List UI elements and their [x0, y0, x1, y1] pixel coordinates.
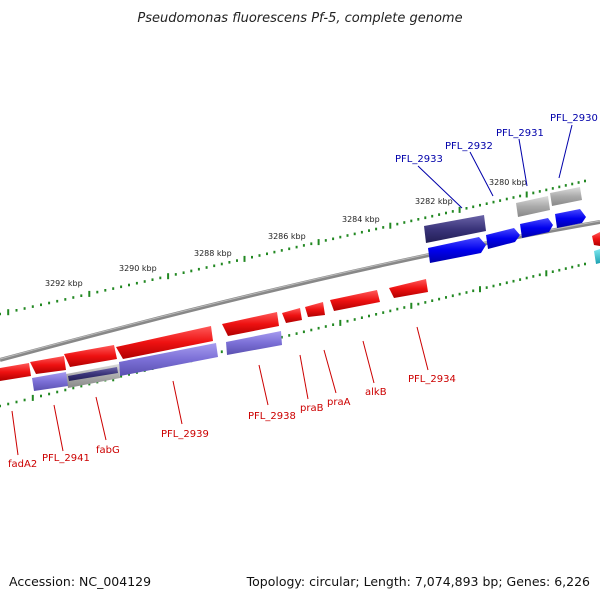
label-leader-pfl2934 — [416, 326, 429, 371]
reverse-strand-features — [0, 232, 600, 391]
accession-text: Accession: NC_004129 — [9, 574, 151, 589]
feature-pfl2931-pseudo[interactable] — [516, 196, 550, 217]
gene-labels-forward: PFL_2930 PFL_2931 PFL_2932 PFL_2933 — [395, 113, 598, 209]
gene-label-pfl2930[interactable]: PFL_2930 — [550, 113, 598, 124]
feature-fabg-core[interactable] — [68, 367, 118, 381]
label-leader-fada2 — [11, 410, 19, 456]
gene-label-pfl2932[interactable]: PFL_2932 — [445, 141, 493, 152]
label-leader-pfl2938 — [258, 364, 269, 406]
cds-pfl2941[interactable] — [30, 356, 66, 374]
cds-praa[interactable] — [305, 302, 325, 317]
gene-label-fabg[interactable]: fabG — [96, 445, 120, 456]
gene-label-pfl2934[interactable]: PFL_2934 — [408, 374, 456, 385]
gene-label-praa[interactable]: praA — [327, 397, 351, 408]
gene-label-fada2[interactable]: fadA2 — [8, 459, 37, 470]
label-leader-praa — [323, 349, 337, 394]
scale-label-3286: 3286 kbp — [268, 232, 306, 241]
cds-prab[interactable] — [282, 308, 302, 323]
cds-edge-red[interactable] — [592, 232, 600, 246]
cds-pfl2939[interactable] — [116, 326, 213, 359]
label-leader-pfl2931 — [518, 138, 528, 187]
label-leader-fabg — [95, 396, 107, 441]
cds-fabg[interactable] — [64, 345, 117, 367]
map-title: Pseudomonas fluorescens Pf-5, complete g… — [137, 11, 462, 26]
cds-pfl2933[interactable] — [428, 237, 486, 263]
scale-labels: 3280 kbp 3282 kbp 3284 kbp 3286 kbp 3288… — [45, 178, 527, 288]
cds-pfl2938[interactable] — [222, 312, 279, 336]
topology-text: Topology: circular; Length: 7,074,893 bp… — [246, 574, 590, 589]
gene-label-pfl2931[interactable]: PFL_2931 — [496, 128, 544, 139]
gene-label-pfl2941[interactable]: PFL_2941 — [42, 453, 90, 464]
scale-label-3284: 3284 kbp — [342, 215, 380, 224]
feature-pfl2941-match[interactable] — [32, 372, 68, 391]
cds-cyan-edge[interactable] — [594, 249, 600, 264]
forward-strand-features — [424, 187, 600, 264]
label-leader-pfl2939 — [172, 380, 183, 425]
cds-pfl2932[interactable] — [486, 228, 520, 249]
scale-label-3282: 3282 kbp — [415, 197, 453, 206]
feature-pfl2930-pseudo[interactable] — [550, 187, 582, 206]
scale-label-3290: 3290 kbp — [119, 264, 157, 273]
scale-label-3288: 3288 kbp — [194, 249, 232, 258]
label-leader-pfl2932 — [469, 151, 494, 197]
feature-pfl2938-match[interactable] — [226, 331, 282, 355]
gene-label-pfl2938[interactable]: PFL_2938 — [248, 411, 296, 422]
cds-pfl2934[interactable] — [389, 279, 428, 298]
label-leader-pfl2941 — [53, 404, 64, 452]
label-leader-pfl2933 — [417, 165, 463, 209]
feature-pfl2939-match[interactable] — [119, 343, 218, 376]
label-leader-pfl2930 — [558, 124, 573, 179]
gene-label-prab[interactable]: praB — [300, 403, 324, 414]
label-leader-prab — [299, 354, 309, 400]
scale-label-3280: 3280 kbp — [489, 178, 527, 187]
gene-label-alkb[interactable]: alkB — [365, 387, 387, 398]
cds-pfl2931[interactable] — [520, 218, 553, 238]
gene-label-pfl2933[interactable]: PFL_2933 — [395, 154, 443, 165]
scale-label-3292: 3292 kbp — [45, 279, 83, 288]
cds-pfl2930[interactable] — [555, 209, 586, 228]
gene-labels-reverse: PFL_2934 alkB praA praB PFL_2938 PFL_293… — [8, 326, 456, 470]
gene-label-pfl2939[interactable]: PFL_2939 — [161, 429, 209, 440]
feature-pfl2933-match[interactable] — [424, 215, 486, 243]
cds-alkb[interactable] — [330, 290, 380, 311]
cds-fada2[interactable] — [0, 363, 31, 381]
scale-ticks-outer — [0, 179, 586, 316]
label-leader-alkb — [362, 340, 375, 384]
